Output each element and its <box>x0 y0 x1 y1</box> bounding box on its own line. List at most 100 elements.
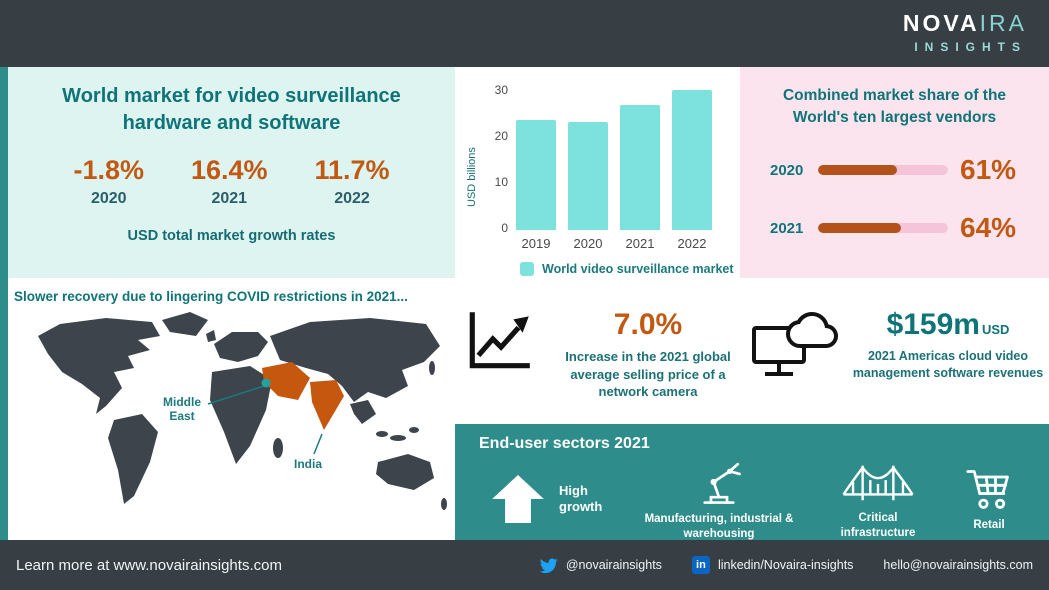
market-growth-panel: World market for video surveillance hard… <box>8 67 455 278</box>
robot-arm-icon <box>703 462 741 504</box>
india-leader-line <box>313 433 323 455</box>
bar-2022 <box>672 90 712 230</box>
y-axis-label: USD billions <box>466 147 478 207</box>
map-highlight-regions <box>262 362 344 430</box>
header-bar: NOVAIRA INSIGHTS <box>0 0 1049 67</box>
india-region <box>310 380 344 430</box>
sector-label: High growth <box>559 482 603 515</box>
logo-part-nova: NOVA <box>902 10 980 36</box>
growth-value: -1.8% <box>73 155 145 185</box>
y-tick: 20 <box>494 129 508 143</box>
sectors-title: End-user sectors 2021 <box>479 435 650 452</box>
left-accent-strip <box>0 67 8 540</box>
linkedin-icon: in <box>691 556 710 574</box>
sector-label: Retail <box>973 519 1005 532</box>
up-arrow-icon <box>492 475 544 524</box>
asp-value: 7.0% <box>613 308 683 341</box>
market-panel-title: World market for video surveillance hard… <box>62 85 401 134</box>
bar-chart-panel: USD billions 30 20 10 0 2019 2020 2021 2022… <box>458 70 740 276</box>
y-tick: 30 <box>494 83 508 97</box>
chart-legend: World video surveillance market <box>520 262 734 276</box>
sector-label: Manufacturing, industrial & warehousing <box>644 513 794 540</box>
growth-value: 11.7% <box>314 155 390 185</box>
growth-year: 2021 <box>211 190 248 207</box>
bar-2020 <box>568 122 608 230</box>
footer-social-group: @novairainsights in linkedin/Novaira-ins… <box>539 556 1033 574</box>
vendor-share-panel: Combined market share of the World's ten… <box>740 67 1049 278</box>
middle-east-region <box>262 362 310 400</box>
growth-value: 16.4% <box>190 155 268 185</box>
sectors-panel: End-user sectors 2021 High growth <box>455 424 1049 540</box>
linkedin-link[interactable]: in linkedin/Novaira-insights <box>691 556 854 574</box>
vendor-panel-title: Combined market share of the World's ten… <box>782 87 1007 126</box>
world-map: Middle East India <box>10 306 450 538</box>
sector-manufacturing: Manufacturing, industrial & warehousing <box>639 457 799 542</box>
vendor-percent: 61% <box>960 154 1017 186</box>
chart-body: 30 20 10 0 <box>488 80 712 234</box>
asp-stat-group: 7.0% Increase in the 2021 global average… <box>462 308 746 401</box>
legend-label: World video surveillance market <box>542 262 734 276</box>
bar-2021 <box>620 105 660 230</box>
growth-stat-2022: 11.7% 2022 <box>314 155 389 208</box>
learn-more-link[interactable]: Learn more at www.novairainsights.com <box>16 556 282 574</box>
market-panel-caption: USD total market growth rates <box>127 228 336 244</box>
asp-description: Increase in the 2021 global average sell… <box>565 349 731 400</box>
middle-east-label-line1: Middle <box>163 395 201 409</box>
sector-high-growth: High growth <box>489 475 615 524</box>
bar-x-label: 2022 <box>677 236 707 251</box>
twitter-handle: @novairainsights <box>565 558 662 572</box>
shopping-cart-icon <box>966 470 1009 510</box>
bridge-icon <box>842 465 914 501</box>
bar-x-labels: 2019 2020 2021 2022 <box>516 236 712 251</box>
sector-label: Critical infrastructure <box>840 512 916 539</box>
cloud-stat-group: $159m USD 2021 Americas cloud video manag… <box>748 308 1044 382</box>
bar-x-label: 2021 <box>625 236 655 251</box>
vendor-row-2021: 2021 64% <box>766 212 1023 244</box>
logo-part-ira: IRA <box>979 10 1027 36</box>
cloud-revenue-value: $159m USD <box>852 308 1044 342</box>
asp-text-column: 7.0% Increase in the 2021 global average… <box>550 308 746 401</box>
cloud-computer-icon <box>752 311 839 376</box>
map-land <box>38 312 447 510</box>
vendor-bar-fill <box>818 223 902 234</box>
world-map-svg: Middle East India <box>38 312 447 510</box>
email-link[interactable]: hello@novairainsights.com <box>883 558 1033 572</box>
y-axis-ticks: 30 20 10 0 <box>488 80 516 234</box>
growth-chart-icon <box>469 312 530 369</box>
y-tick: 10 <box>494 175 508 189</box>
growth-stats-row: -1.8% 2020 16.4% 2021 11.7% 2022 <box>28 155 435 208</box>
cloud-unit: USD <box>981 322 1010 337</box>
bar-x-label: 2019 <box>521 236 551 251</box>
legend-swatch <box>520 262 534 276</box>
logo-subtitle: INSIGHTS <box>914 40 1027 54</box>
vendor-row-2020: 2020 61% <box>766 154 1023 186</box>
vendor-year: 2020 <box>770 161 804 179</box>
vendor-percent: 64% <box>960 212 1017 244</box>
cloud-text-column: $159m USD 2021 Americas cloud video manag… <box>852 308 1044 382</box>
twitter-icon <box>539 557 558 573</box>
vendor-bar-track <box>818 223 948 234</box>
middle-east-label-line2: East <box>169 409 194 423</box>
growth-year: 2020 <box>90 190 127 207</box>
bar-2019 <box>516 120 556 230</box>
email-address: hello@novairainsights.com <box>883 558 1033 572</box>
sectors-row: High growth Manufacturing, industrial <box>473 457 1031 542</box>
india-label: India <box>294 457 322 471</box>
linkedin-handle: linkedin/Novaira-insights <box>717 558 854 572</box>
cloud-description: 2021 Americas cloud video management sof… <box>852 349 1044 380</box>
sector-critical-infrastructure: Critical infrastructure <box>823 458 933 541</box>
y-tick: 0 <box>501 221 508 235</box>
growth-stat-2020: -1.8% 2020 <box>73 155 144 208</box>
bar-plot <box>516 80 712 230</box>
covid-note: Slower recovery due to lingering COVID r… <box>14 289 408 304</box>
twitter-link[interactable]: @novairainsights <box>539 557 662 573</box>
bar-x-label: 2020 <box>573 236 603 251</box>
cloud-amount: $159m <box>886 308 980 341</box>
middle-east-leader-line <box>207 385 265 405</box>
vendor-bar-fill <box>818 165 898 176</box>
sector-retail: Retail <box>957 465 1021 533</box>
vendor-bar-track <box>818 165 948 176</box>
footer-bar: Learn more at www.novairainsights.com @n… <box>0 540 1049 590</box>
growth-year: 2022 <box>334 190 370 207</box>
